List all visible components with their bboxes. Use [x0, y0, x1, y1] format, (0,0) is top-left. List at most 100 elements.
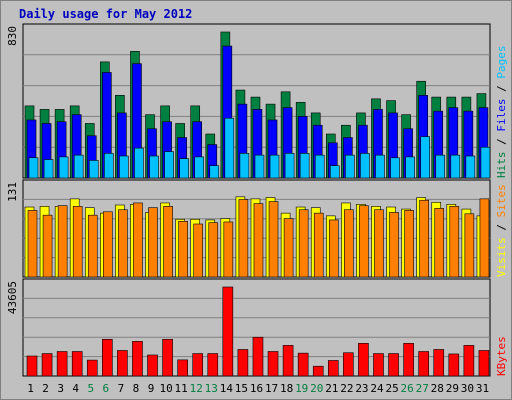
series-label-part-visits: Visits — [495, 237, 508, 277]
x-tick-label-day-14: 14 — [220, 382, 234, 395]
x-tick-label-day-16: 16 — [250, 382, 263, 395]
bar-pages-day-2 — [43, 159, 54, 179]
bar-sites-day-4 — [72, 206, 83, 278]
x-tick-label-day-3: 3 — [57, 382, 64, 395]
bar-sites-day-13 — [208, 222, 219, 278]
x-tick-label-day-7: 7 — [118, 382, 125, 395]
bar-pages-day-30 — [465, 155, 476, 179]
bar-kbytes-day-8 — [132, 341, 143, 377]
bar-pages-day-21 — [329, 165, 340, 179]
x-tick-label-day-4: 4 — [72, 382, 79, 395]
bar-kbytes-day-29 — [448, 353, 460, 377]
bar-pages-day-8 — [134, 147, 144, 179]
x-tick-label-day-27: 27 — [416, 382, 429, 395]
x-tick-label-day-10: 10 — [159, 382, 172, 395]
bar-sites-day-30 — [464, 213, 475, 278]
x-tick-label-day-1: 1 — [27, 382, 34, 395]
page-title: Daily usage for May 2012 — [19, 7, 193, 21]
x-tick-label-day-8: 8 — [133, 382, 140, 395]
bar-sites-day-3 — [57, 205, 68, 278]
bar-sites-day-27 — [419, 199, 429, 278]
bar-kbytes-day-5 — [86, 359, 98, 377]
bar-sites-day-23 — [359, 205, 369, 278]
bar-kbytes-day-31 — [478, 350, 490, 377]
x-tick-label-day-18: 18 — [280, 382, 293, 395]
bar-kbytes-day-18 — [282, 345, 294, 377]
bar-pages-day-25 — [390, 157, 400, 179]
bar-pages-day-23 — [360, 153, 370, 179]
bar-pages-day-13 — [209, 165, 220, 179]
bar-pages-day-10 — [164, 151, 174, 179]
bar-pages-day-5 — [88, 160, 99, 179]
bar-kbytes-day-10 — [162, 338, 173, 377]
bar-pages-day-16 — [254, 154, 265, 179]
series-label-part-files: Files — [495, 99, 508, 132]
bar-sites-day-18 — [283, 218, 294, 278]
bar-sites-day-22 — [344, 209, 354, 278]
bar-pages-day-11 — [179, 158, 189, 179]
x-tick-label-day-9: 9 — [148, 382, 155, 395]
x-tick-label-day-23: 23 — [355, 382, 368, 395]
x-tick-label-day-5: 5 — [87, 382, 94, 395]
bar-pages-day-17 — [269, 154, 280, 179]
bar-sites-day-1 — [27, 210, 38, 278]
bar-kbytes-day-21 — [327, 360, 339, 377]
bar-sites-day-25 — [389, 212, 399, 278]
bar-sites-day-29 — [449, 206, 460, 278]
bar-sites-day-8 — [133, 202, 143, 278]
bar-pages-day-18 — [284, 153, 295, 179]
bar-pages-day-1 — [28, 157, 39, 179]
bar-sites-day-24 — [374, 209, 384, 278]
bar-sites-day-26 — [404, 210, 414, 278]
bar-kbytes-day-15 — [237, 349, 249, 377]
bar-kbytes-day-30 — [463, 345, 475, 377]
bar-kbytes-day-16 — [252, 336, 264, 377]
series-label-separator: / — [495, 132, 508, 152]
series-label-separator: / — [495, 217, 508, 237]
bar-kbytes-day-24 — [373, 353, 384, 377]
bar-pages-day-4 — [73, 154, 84, 179]
x-tick-label-day-6: 6 — [103, 382, 110, 395]
x-tick-label-day-20: 20 — [310, 382, 323, 395]
bar-kbytes-day-14 — [222, 286, 234, 377]
x-tick-label-day-28: 28 — [431, 382, 444, 395]
bar-sites-day-11 — [178, 220, 188, 278]
x-tick-label-day-2: 2 — [42, 382, 49, 395]
x-tick-label-day-25: 25 — [385, 382, 398, 395]
ymax-label-visits-sites: 131 — [6, 182, 19, 202]
x-tick-label-day-13: 13 — [205, 382, 218, 395]
bar-sites-day-20 — [313, 212, 324, 278]
series-label-kbytes: KBytes — [495, 336, 508, 376]
bar-pages-day-19 — [299, 153, 310, 179]
bar-sites-day-6 — [103, 211, 113, 278]
bar-pages-day-12 — [194, 156, 205, 179]
bar-kbytes-day-6 — [102, 338, 113, 377]
bar-kbytes-day-26 — [403, 343, 414, 377]
bar-sites-day-28 — [434, 208, 445, 278]
bar-pages-day-15 — [239, 153, 250, 179]
bar-pages-day-28 — [435, 154, 446, 179]
x-tick-label-day-21: 21 — [325, 382, 338, 395]
series-label-visits-sites: Visits / Sites — [495, 184, 508, 277]
ymax-label-kbytes: 43605 — [6, 281, 19, 314]
bar-kbytes-day-22 — [343, 352, 354, 377]
bar-kbytes-day-27 — [418, 351, 429, 377]
bar-sites-day-31 — [479, 198, 490, 278]
series-label-part-kbytes: KBytes — [495, 336, 508, 376]
bar-kbytes-day-19 — [297, 352, 309, 377]
bar-pages-day-24 — [375, 154, 385, 179]
x-tick-label-day-15: 15 — [235, 382, 248, 395]
bar-kbytes-day-12 — [192, 353, 204, 377]
x-tick-label-day-26: 26 — [401, 382, 414, 395]
x-tick-label-day-30: 30 — [461, 382, 474, 395]
bar-pages-day-3 — [58, 156, 69, 179]
bar-sites-day-17 — [268, 201, 279, 278]
bar-sites-day-14 — [223, 221, 234, 278]
series-label-part-hits: Hits — [495, 152, 508, 179]
ymax-label-hits-files-pages: 830 — [6, 26, 19, 46]
series-label-part-pages: Pages — [495, 46, 508, 79]
bar-pages-day-14 — [224, 117, 235, 179]
bar-kbytes-day-2 — [41, 353, 53, 377]
x-tick-label-day-12: 12 — [190, 382, 203, 395]
